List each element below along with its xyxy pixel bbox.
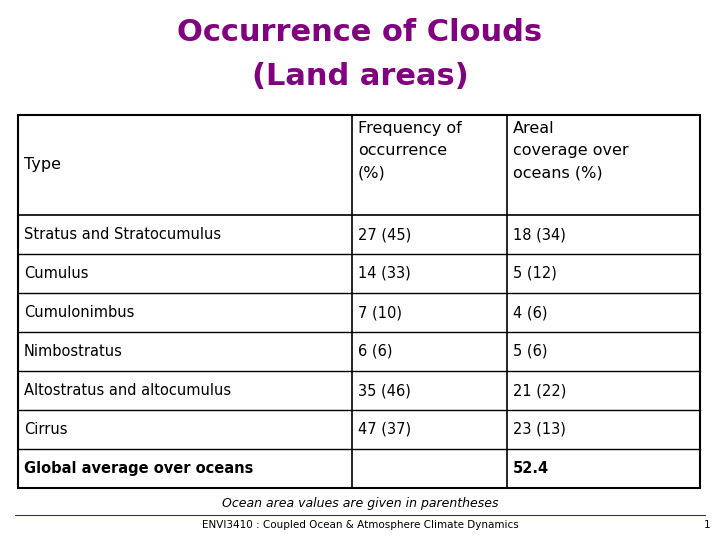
Text: 5 (6): 5 (6) [513,344,547,359]
Text: Cirrus: Cirrus [24,422,68,437]
Text: Nimbostratus: Nimbostratus [24,344,123,359]
Text: 5 (12): 5 (12) [513,266,557,281]
Text: 21 (22): 21 (22) [513,383,567,398]
Text: 7 (10): 7 (10) [358,305,402,320]
Text: Type: Type [24,158,61,172]
Text: 4 (6): 4 (6) [513,305,547,320]
Text: Occurrence of Clouds: Occurrence of Clouds [177,18,543,47]
Text: 6 (6): 6 (6) [358,344,392,359]
Text: Cumulus: Cumulus [24,266,89,281]
Text: Cumulonimbus: Cumulonimbus [24,305,135,320]
Text: 35 (46): 35 (46) [358,383,411,398]
Text: Stratus and Stratocumulus: Stratus and Stratocumulus [24,227,221,242]
Text: 1: 1 [703,520,710,530]
Text: Global average over oceans: Global average over oceans [24,461,253,476]
Text: ENVI3410 : Coupled Ocean & Atmosphere Climate Dynamics: ENVI3410 : Coupled Ocean & Atmosphere Cl… [202,520,518,530]
Text: 23 (13): 23 (13) [513,422,566,437]
Text: 18 (34): 18 (34) [513,227,566,242]
Text: Frequency of
occurrence
(%): Frequency of occurrence (%) [358,121,462,180]
Text: Ocean area values are given in parentheses: Ocean area values are given in parenthes… [222,497,498,510]
Text: 47 (37): 47 (37) [358,422,411,437]
Text: 14 (33): 14 (33) [358,266,410,281]
Text: (Land areas): (Land areas) [251,62,469,91]
Text: Areal
coverage over
oceans (%): Areal coverage over oceans (%) [513,121,629,180]
Text: 27 (45): 27 (45) [358,227,411,242]
Text: 52.4: 52.4 [513,461,549,476]
Text: Altostratus and altocumulus: Altostratus and altocumulus [24,383,231,398]
